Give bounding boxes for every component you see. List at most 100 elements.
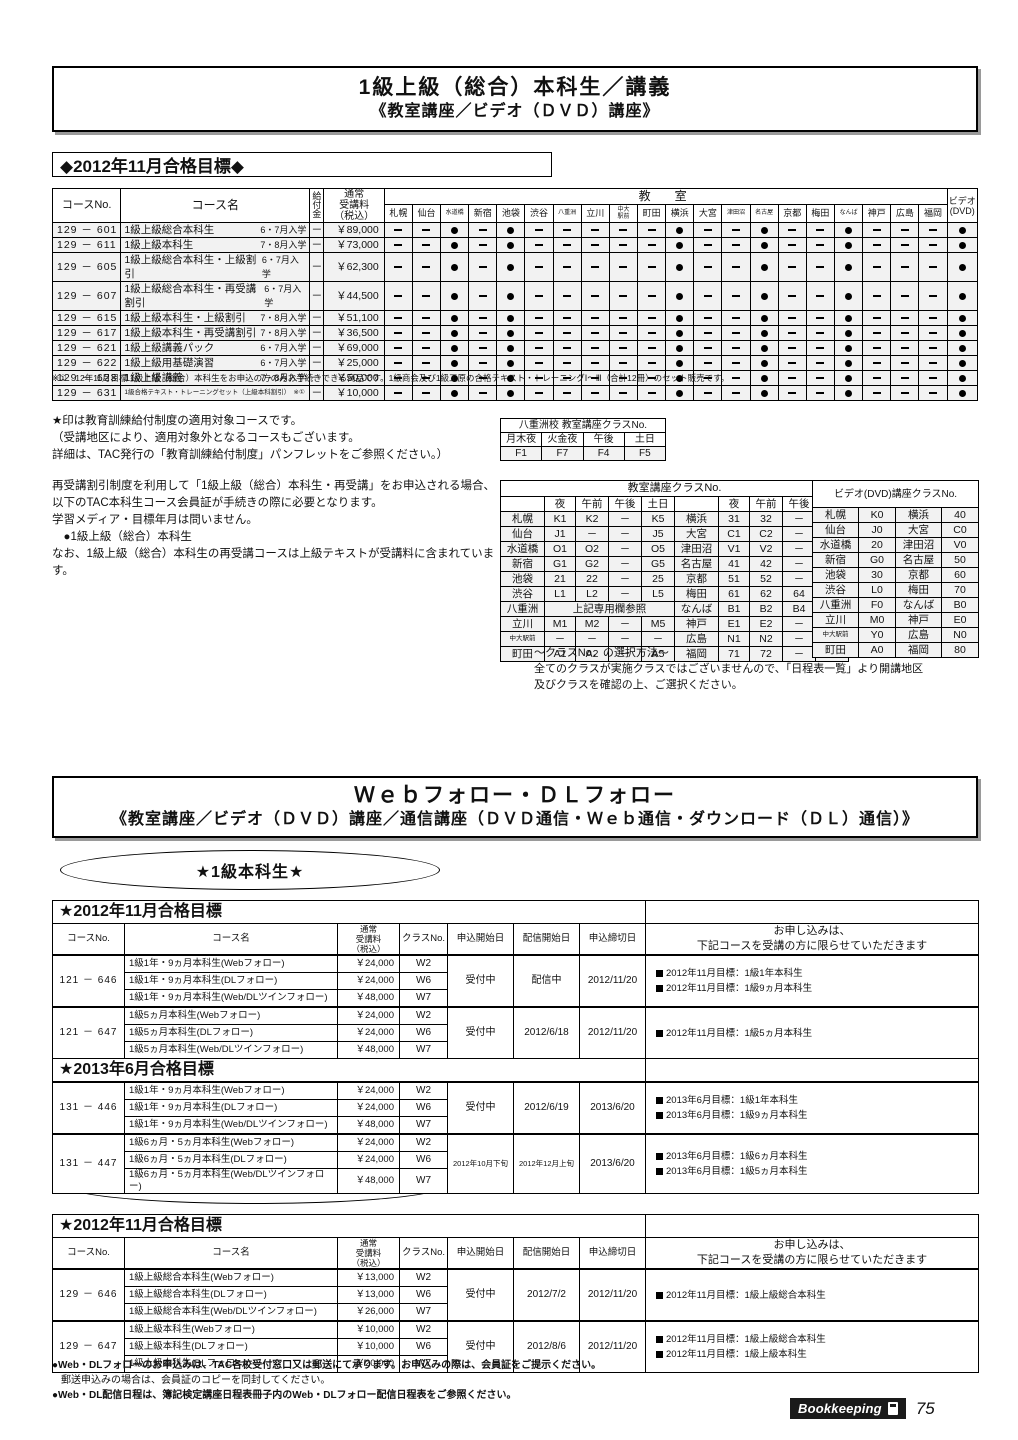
- f1-cell-course-name: 1級1年・9ヵ月本科生(Web/DLツインフォロー): [124, 1116, 338, 1135]
- f2-row: 129 － 646 1級上級総合本科生(Webフォロー) ￥13,000 W2 受付中 2…: [52, 1268, 979, 1322]
- cell-course-name: 1級上級用基礎演習 6・7月入学: [120, 355, 311, 371]
- mark-dash: [535, 332, 544, 335]
- mark-dot: [507, 389, 515, 397]
- cell-room-mark-4: [496, 325, 526, 341]
- cell-room-mark-1: [411, 340, 442, 356]
- header-room-7: 立川: [580, 204, 610, 223]
- mark-dash: [535, 362, 544, 365]
- cell-room-mark-2: [440, 370, 470, 386]
- video-left-loc-0: 札幌: [812, 507, 859, 523]
- saijukou-note-line-4: なお、1級上級（総合）本科生の再受講コースは上級テキストが受講料に含まれています…: [52, 548, 495, 577]
- cell-room-mark-17: [862, 237, 892, 253]
- cell-course-name: 1級上級総合本科生 6・7月入学: [120, 222, 311, 238]
- cell-room-mark-6: [552, 222, 582, 238]
- yaesu-caption: 八重洲校 教室講座クラスNo.: [500, 418, 666, 433]
- mark-dash: [394, 244, 403, 247]
- classroom-table-body: 129 － 601 1級上級総合本科生 6・7月入学－ ￥89,000 129 － 61…: [51, 222, 979, 401]
- mark-dot: [676, 389, 684, 397]
- cell-kyufukin: －: [309, 252, 325, 282]
- header-room-0: 札幌: [383, 204, 413, 223]
- cell-room-mark-19: [918, 237, 948, 253]
- class-left-val-4-2: －: [608, 571, 642, 587]
- foot-note-line-0: ●Web・DLフォローのお申込みは、TAC各校受付窓口又は郵送にて承ります。お申…: [52, 1360, 602, 1371]
- class-left-val-9-1: A2: [575, 646, 609, 662]
- kyouiku-note-line-0: ★印は教育訓練給付制度の適用対象コースです。: [52, 415, 303, 427]
- video-right-loc-3: 名古屋: [895, 552, 942, 568]
- table-row: 129 － 631 1級合格テキスト・トレーニングセット（上級本科割引） ※① － ￥…: [51, 385, 979, 401]
- f1-cell-course-name: 1級6ヵ月・5ヵ月本科生(DLフォロー): [124, 1151, 338, 1169]
- mark-dash: [422, 362, 431, 365]
- cell-room-mark-5: [524, 340, 554, 356]
- class-left-val-0-1: K2: [575, 511, 609, 527]
- f1-cell-fee: ￥24,000: [337, 1024, 400, 1042]
- course-entry-text: 6・7月入学: [260, 358, 307, 368]
- mark-dash: [872, 317, 881, 320]
- main-table-footnote: ※① 12年11月目標 1級上級（総合）本科生をお申込の方のみお手続きできる商品…: [52, 373, 730, 383]
- course-name-wrap: 1級上級総合本科生・上級割引 6・7月入学: [124, 253, 306, 281]
- yaesu-value-row: F1 F7 F4 F5: [499, 446, 667, 461]
- mark-dot: [451, 241, 459, 249]
- header-room-16: なんば: [833, 204, 864, 223]
- f2-cell-fee: ￥10,000: [337, 1320, 400, 1339]
- header-room-2: 水道橋: [440, 204, 470, 223]
- mark-dash: [732, 347, 740, 350]
- mark-dash: [422, 332, 431, 335]
- cell-room-mark-19: [918, 222, 948, 238]
- mark-dash: [591, 266, 600, 269]
- video-right-val-3: 50: [940, 552, 980, 568]
- f1-cell-fee: ￥24,000: [337, 1099, 400, 1117]
- cell-course-name: 1級上級総合本科生・上級割引 6・7月入学: [120, 252, 311, 282]
- f2-h-fee-l0: 通常: [359, 1238, 377, 1248]
- mark-dash: [535, 392, 544, 395]
- mark-dash: [591, 295, 600, 298]
- f2-note-line-0: 2012年11月目標：1級上級総合本科生: [656, 1332, 978, 1347]
- f1-cell-apply-deadline: 2013/6/20: [579, 1133, 646, 1194]
- cell-room-mark-15: [805, 237, 836, 253]
- cell-room-mark-6: [552, 281, 582, 311]
- mark-dash: [647, 347, 656, 350]
- class-left-loc-6: 八重洲: [500, 601, 545, 617]
- page-number: 75: [915, 1398, 935, 1418]
- cell-course-no: 129 － 605: [51, 252, 122, 282]
- cell-room-mark-4: [496, 355, 526, 371]
- cell-room-mark-9: [637, 340, 667, 356]
- cell-room-mark-3: [468, 370, 498, 386]
- mark-dash: [591, 347, 600, 350]
- class-left-val-0-0: K1: [544, 511, 576, 527]
- foot-note-line-1: 郵送申込みの場合は、会員証のコピーを同封してください。: [61, 1375, 331, 1386]
- mark-dash: [394, 377, 403, 380]
- cell-room-mark-15: [805, 281, 836, 311]
- cell-room-mark-3: [468, 385, 498, 401]
- cell-room-mark-17: [862, 340, 892, 356]
- mark-dash: [563, 229, 572, 232]
- f2-cell-class-no: W7: [399, 1355, 448, 1373]
- mark-dot: [845, 241, 853, 249]
- class-right-val-3-0: 41: [718, 556, 750, 572]
- mark-dash: [816, 392, 825, 395]
- header-room-10: 横浜: [665, 204, 695, 223]
- mark-dash: [703, 362, 712, 365]
- cell-room-mark-15: [805, 222, 836, 238]
- video-right-loc-4: 京都: [895, 567, 942, 583]
- cell-room-mark-8: [608, 237, 639, 253]
- mark-dash: [703, 266, 712, 269]
- mark-dash: [872, 332, 881, 335]
- mark-dash: [872, 229, 881, 232]
- square-bullet-icon: [656, 1153, 663, 1160]
- video-left-loc-5: 渋谷: [812, 582, 859, 598]
- f2-cell-fee: ￥13,000: [337, 1268, 400, 1287]
- cell-room-mark-7: [580, 237, 610, 253]
- f1-cell-course-name: 1級1年・9ヵ月本科生(Webフォロー): [124, 1081, 338, 1100]
- mark-dash: [422, 229, 431, 232]
- video-right-loc-9: 福岡: [895, 642, 942, 658]
- class-header-row: 夜午前午後土日夜午前午後土日: [500, 496, 850, 512]
- f2-cell-apply-start: 受付中: [447, 1268, 514, 1322]
- header-room-6: 八重洲: [552, 204, 582, 223]
- mark-dash: [816, 266, 825, 269]
- mark-dot: [507, 344, 515, 352]
- mark-dash: [591, 362, 600, 365]
- class-left-val-2-2: －: [608, 541, 642, 557]
- f2-cell-course-name: 1級上級本科生(DLフォロー): [124, 1355, 338, 1373]
- mark-dot: [451, 226, 459, 234]
